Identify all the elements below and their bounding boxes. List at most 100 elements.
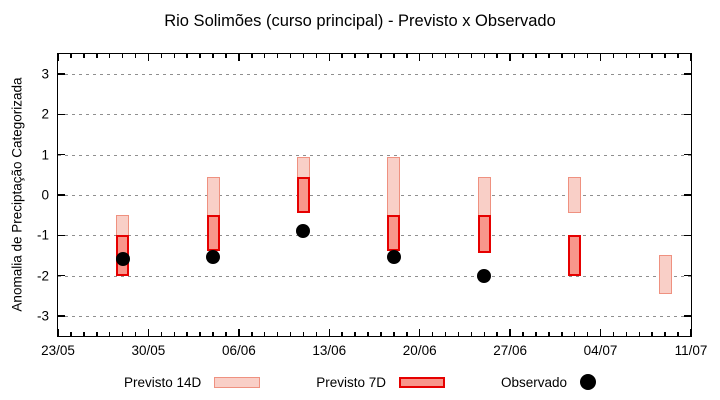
x-tick-mark [612, 54, 615, 58]
y-tick-mark [58, 73, 65, 75]
x-tick-mark [638, 332, 641, 336]
x-tick-mark [586, 332, 589, 336]
x-tick-label: 23/05 [41, 343, 75, 358]
previsto-14d-bar [568, 176, 582, 214]
y-tick-label: -1 [36, 227, 49, 243]
previsto-7d-bar [477, 215, 491, 254]
legend: Previsto 14D Previsto 7D Observado [0, 374, 720, 390]
x-tick-mark [70, 54, 72, 58]
x-tick-mark [302, 54, 305, 58]
y-tick-mark [58, 234, 65, 237]
x-tick-mark [83, 332, 85, 336]
x-tick-mark [535, 332, 537, 336]
y-gridline [58, 114, 691, 116]
x-tick-mark [328, 329, 331, 336]
y-tick-mark [684, 113, 691, 116]
x-tick-mark [406, 332, 408, 336]
y-tick-mark [684, 73, 691, 75]
x-tick-mark [147, 329, 150, 336]
x-tick-mark [612, 332, 615, 336]
previsto-7d-bar [387, 215, 401, 252]
x-tick-mark [212, 54, 214, 58]
observado-dot [115, 252, 130, 267]
y-axis: Anomalia de Preciptação Categorizada [0, 53, 34, 335]
y-axis-label: Anomalia de Preciptação Categorizada [9, 76, 25, 312]
x-tick-mark [212, 332, 214, 336]
x-tick-mark [96, 54, 98, 58]
y-tick-mark [684, 194, 691, 196]
x-tick-mark [586, 54, 589, 58]
chart-title: Rio Solimões (curso principal) - Previst… [164, 12, 556, 30]
legend-item-observado: Observado [501, 374, 597, 390]
y-gridline [58, 315, 691, 317]
y-gridline [58, 195, 691, 196]
x-tick-mark [380, 54, 382, 58]
x-tick-mark [225, 54, 227, 58]
x-tick-mark [121, 54, 124, 58]
x-tick-label: 27/06 [493, 343, 528, 358]
y-tick-mark [684, 234, 691, 237]
x-tick-mark [173, 332, 175, 336]
x-tick-label: 04/07 [583, 343, 618, 358]
x-tick-mark [573, 332, 576, 336]
x-tick-mark [418, 329, 421, 336]
x-tick-mark [276, 54, 279, 58]
x-tick-mark [57, 329, 59, 336]
x-tick-label: 06/06 [221, 343, 256, 358]
x-tick-mark [393, 54, 395, 58]
y-gridline [58, 74, 691, 76]
x-tick-label: 20/06 [402, 343, 437, 358]
observado-dot [386, 250, 401, 265]
observado-dot [206, 250, 221, 265]
x-tick-mark [573, 54, 576, 58]
x-tick-mark [483, 332, 486, 336]
x-tick-mark [315, 332, 318, 336]
x-tick-mark [625, 54, 628, 58]
x-tick-mark [341, 332, 343, 336]
y-tick-label: -2 [36, 268, 49, 284]
y-tick-label: 0 [41, 187, 49, 203]
x-tick-mark [496, 332, 498, 336]
x-tick-mark [238, 54, 240, 61]
y-tick-mark [58, 194, 65, 196]
x-tick-mark [664, 54, 666, 58]
x-tick-mark [380, 332, 382, 336]
y-tick-mark [58, 113, 65, 116]
legend-label-previsto-14d: Previsto 14D [123, 374, 202, 390]
x-tick-mark [509, 54, 511, 61]
x-tick-mark [251, 54, 253, 58]
x-tick-mark [328, 54, 331, 61]
x-tick-mark [289, 332, 292, 336]
x-tick-mark [96, 332, 98, 336]
observado-dot-icon [580, 374, 597, 390]
x-tick-label: 11/07 [674, 343, 708, 358]
x-tick-mark [289, 54, 292, 58]
x-tick-mark [238, 329, 240, 336]
x-tick-mark [108, 332, 111, 336]
y-tick-mark [58, 153, 65, 156]
x-tick-mark [186, 332, 188, 336]
x-tick-mark [315, 54, 318, 58]
x-tick-mark [276, 332, 279, 336]
x-tick-mark [444, 54, 447, 58]
x-tick-mark [70, 332, 72, 336]
legend-label-observado: Observado [501, 374, 568, 390]
x-tick-mark [470, 54, 473, 58]
x-tick-mark [108, 54, 111, 58]
x-tick-mark [638, 54, 641, 58]
previsto-7d-swatch-icon [399, 376, 446, 388]
observado-dot [477, 268, 492, 283]
x-tick-mark [548, 332, 550, 336]
previsto-7d-bar [206, 215, 220, 252]
x-tick-mark [173, 54, 175, 58]
plot-area: 3 2 1 0 -1 -2 -3 23/05 30/05 06/06 13/06 20/06 27/06… [37, 53, 707, 358]
x-tick-mark [677, 332, 679, 336]
x-tick-mark [199, 54, 201, 58]
legend-item-previsto-7d: Previsto 7D [316, 375, 446, 390]
y-tick-label: 2 [41, 106, 49, 122]
x-tick-mark [393, 332, 395, 336]
x-tick-mark [186, 54, 188, 58]
previsto-14d-bar [658, 255, 672, 294]
x-tick-mark [548, 54, 550, 58]
